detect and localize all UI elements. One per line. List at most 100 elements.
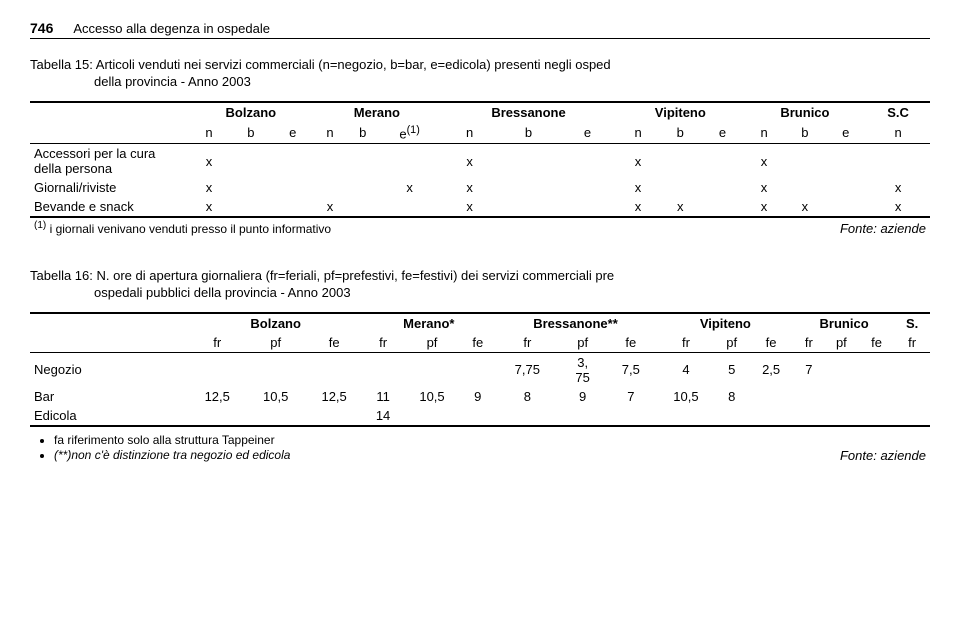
cell	[272, 144, 314, 179]
cell: 5	[715, 352, 748, 387]
city-header: Bressanone	[440, 102, 617, 122]
cell	[825, 178, 866, 197]
sub-header: pf	[715, 333, 748, 353]
cell	[825, 197, 866, 216]
cell: x	[314, 197, 347, 216]
table-row: Bevande e snackxxxxxxxx	[30, 197, 930, 216]
table-row: Bar12,510,512,51110,5989710,58	[30, 387, 930, 406]
cell	[859, 387, 894, 406]
cell: x	[784, 197, 825, 216]
cell: x	[866, 178, 930, 197]
cell	[825, 144, 866, 179]
sub-header: fr	[363, 333, 402, 353]
cell: 14	[363, 406, 402, 425]
table15-city-row: Bolzano Merano Bressanone Vipiteno Bruni…	[30, 102, 930, 122]
cell: 9	[560, 387, 605, 406]
cell: x	[188, 197, 230, 216]
cell	[314, 178, 347, 197]
sub-header: fr	[794, 333, 824, 353]
page-number: 746	[30, 20, 53, 36]
table-row: Accessori per la cura della personaxxxx	[30, 144, 930, 179]
table16-caption-line1: Tabella 16: N. ore di apertura giornalie…	[30, 268, 614, 283]
cell: 8	[494, 387, 560, 406]
cell	[605, 406, 657, 425]
sub-header: fr	[657, 333, 715, 353]
cell: x	[659, 197, 701, 216]
table16-sub-row: fr pf fe fr pf fe fr pf fe fr pf fe fr p…	[30, 333, 930, 353]
cell: x	[440, 144, 499, 179]
cell: x	[744, 144, 785, 179]
cell	[558, 197, 617, 216]
cell	[560, 406, 605, 425]
bullet-item: (**)non c'è distinzione tra negozio ed e…	[54, 448, 744, 462]
table16-caption: Tabella 16: N. ore di apertura giornalie…	[30, 268, 930, 302]
cell	[346, 197, 379, 216]
cell: 3, 75	[560, 352, 605, 387]
sub-header: fe	[305, 333, 363, 353]
table16-city-row: Bolzano Merano* Bressanone** Vipiteno Br…	[30, 313, 930, 333]
table-row: Giornali/rivistexxxxxx	[30, 178, 930, 197]
cell	[894, 406, 930, 425]
cell: x	[617, 144, 659, 179]
sub-header: e	[558, 122, 617, 144]
table16: Bolzano Merano* Bressanone** Vipiteno Br…	[30, 312, 930, 465]
cell	[346, 144, 379, 179]
row-label: Bar	[30, 387, 188, 406]
cell: x	[188, 144, 230, 179]
cell	[701, 178, 743, 197]
sub-header: e	[825, 122, 866, 144]
cell	[894, 352, 930, 387]
cell	[824, 406, 859, 425]
cell	[794, 387, 824, 406]
cell	[784, 178, 825, 197]
sub-header: b	[659, 122, 701, 144]
cell	[346, 178, 379, 197]
sub-header: n	[744, 122, 785, 144]
cell	[379, 197, 440, 216]
row-label: Bevande e snack	[30, 197, 188, 216]
sub-header: e	[272, 122, 314, 144]
city-header: Brunico	[744, 102, 867, 122]
cell: x	[617, 197, 659, 216]
cell	[230, 178, 272, 197]
cell	[894, 387, 930, 406]
cell: 8	[715, 387, 748, 406]
sub-header: pf	[246, 333, 304, 353]
cell: x	[379, 178, 440, 197]
cell	[188, 352, 246, 387]
table15-source: Fonte: aziende	[701, 217, 930, 238]
cell	[701, 197, 743, 216]
cell	[305, 406, 363, 425]
sub-header: n	[617, 122, 659, 144]
cell	[379, 144, 440, 179]
table15-caption: Tabella 15: Articoli venduti nei servizi…	[30, 57, 930, 91]
table15-footnote: (1) i giornali venivano venduti presso i…	[30, 217, 701, 238]
table15-sub-row: n b e n b e(1) n b e n b e n b e n	[30, 122, 930, 144]
sub-header: pf	[403, 333, 461, 353]
sub-header: pf	[824, 333, 859, 353]
cell	[715, 406, 748, 425]
city-header: Vipiteno	[657, 313, 794, 333]
cell: 11	[363, 387, 402, 406]
cell	[461, 352, 494, 387]
cell	[363, 352, 402, 387]
cell	[659, 178, 701, 197]
sub-header: b	[230, 122, 272, 144]
cell: 2,5	[748, 352, 794, 387]
sub-header: b	[499, 122, 558, 144]
table16-source: Fonte: aziende	[748, 426, 930, 465]
row-label: Edicola	[30, 406, 188, 425]
cell	[403, 406, 461, 425]
cell	[701, 144, 743, 179]
cell	[748, 387, 794, 406]
cell	[748, 406, 794, 425]
cell	[403, 352, 461, 387]
cell	[558, 178, 617, 197]
city-header: Brunico	[794, 313, 894, 333]
cell: x	[866, 197, 930, 216]
table-row: Negozio7,753, 757,5452,57	[30, 352, 930, 387]
cell: x	[744, 197, 785, 216]
cell: x	[440, 197, 499, 216]
cell: 7,5	[605, 352, 657, 387]
cell	[272, 197, 314, 216]
